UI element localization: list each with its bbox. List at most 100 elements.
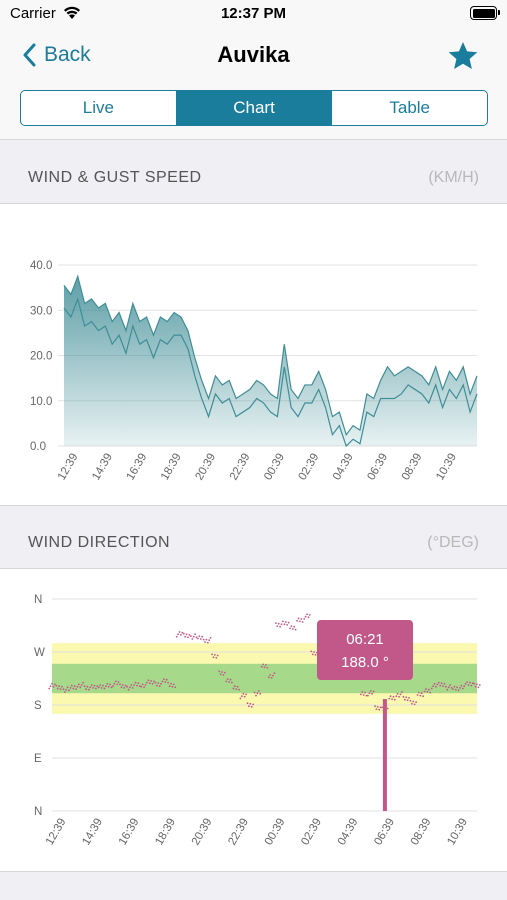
direction-point <box>262 663 264 666</box>
direction-point <box>182 632 185 635</box>
direction-point <box>243 695 246 698</box>
wind-direction-chart[interactable]: N W S E N 06:21 188.0 ° 12:39 14:39 16:39 18:39 20:… <box>0 568 507 872</box>
direction-point <box>442 685 444 688</box>
wind-series-line <box>63 296 478 448</box>
direction-point <box>399 693 402 696</box>
x-tick-label: 22:39 <box>226 817 251 848</box>
direction-point <box>381 706 383 709</box>
direction-point <box>443 682 446 685</box>
direction-point <box>272 674 274 677</box>
direction-point <box>393 698 396 701</box>
direction-point <box>425 688 427 690</box>
direction-point <box>365 694 368 697</box>
direction-point <box>78 683 80 686</box>
direction-point <box>430 687 433 690</box>
direction-point <box>106 682 109 685</box>
direction-point <box>121 684 124 686</box>
direction-point <box>294 628 297 631</box>
direction-point <box>233 685 236 688</box>
direction-point <box>181 631 184 634</box>
direction-point <box>422 695 424 698</box>
direction-point <box>127 688 130 691</box>
y-tick-label: W <box>34 647 45 659</box>
direction-point <box>157 682 160 685</box>
favorite-star-icon[interactable] <box>447 40 479 72</box>
direction-point <box>70 684 73 687</box>
direction-point <box>436 683 439 686</box>
direction-point <box>242 692 245 695</box>
status-time: 12:37 PM <box>220 5 287 22</box>
direction-point <box>406 699 409 702</box>
direction-point <box>137 682 140 685</box>
direction-point <box>51 682 53 685</box>
tab-live[interactable]: Live <box>21 91 177 125</box>
direction-point <box>150 680 153 682</box>
x-tick-label: 02:39 <box>299 817 324 848</box>
direction-point <box>75 688 77 690</box>
direction-point <box>222 674 225 676</box>
direction-point <box>80 684 83 686</box>
direction-point <box>245 693 248 696</box>
direction-point <box>69 687 72 689</box>
x-tick-label: 08:39 <box>400 452 425 483</box>
direction-point <box>123 687 126 689</box>
x-tick-label: 14:39 <box>90 452 115 483</box>
wind-speed-chart[interactable]: 0.0 10.0 20.0 30.0 40.0 12:39 14:39 16:39 18:39 2… <box>0 203 507 506</box>
direction-point <box>368 692 371 695</box>
direction-point <box>306 613 308 616</box>
direction-point <box>273 672 276 675</box>
x-tick-label: 00:39 <box>263 817 288 848</box>
view-mode-segmented-control: Live Chart Table <box>20 90 488 126</box>
tooltip-value: 188.0 ° <box>341 654 389 671</box>
direction-point <box>467 684 470 686</box>
y-tick-label: E <box>34 753 42 765</box>
direction-point <box>445 685 447 688</box>
direction-point <box>403 698 406 701</box>
direction-point <box>49 685 52 688</box>
direction-point <box>289 627 291 630</box>
direction-point <box>287 621 290 624</box>
direction-point <box>388 697 391 700</box>
tab-chart[interactable]: Chart <box>176 91 333 125</box>
direction-point <box>134 681 137 684</box>
direction-point <box>263 666 266 669</box>
back-button[interactable]: Back <box>22 40 91 70</box>
carrier-label: Carrier <box>10 5 56 22</box>
direction-point <box>376 705 379 708</box>
direction-point <box>405 696 408 699</box>
y-tick-label: 20.0 <box>30 351 52 363</box>
direction-point <box>276 625 279 627</box>
direction-point <box>99 684 102 686</box>
direction-point <box>291 628 294 630</box>
direction-point <box>239 697 242 700</box>
direction-point <box>228 681 231 683</box>
direction-point <box>391 698 393 700</box>
direction-point <box>259 692 262 695</box>
tab-table[interactable]: Table <box>389 98 430 117</box>
direction-point <box>214 654 216 656</box>
direction-point <box>364 691 366 694</box>
direction-point <box>151 682 154 685</box>
direction-point <box>282 620 284 623</box>
direction-point <box>52 685 55 688</box>
direction-point <box>256 692 259 695</box>
direction-point <box>369 690 372 692</box>
direction-point <box>252 703 255 706</box>
direction-point <box>190 635 192 637</box>
x-tick-label: 22:39 <box>228 452 253 483</box>
direction-point <box>161 680 164 683</box>
direction-point <box>286 624 288 626</box>
direction-point <box>165 678 168 681</box>
chevron-left-icon <box>23 43 36 67</box>
direction-point <box>416 694 419 696</box>
direction-point <box>154 681 157 684</box>
direction-point <box>180 634 182 636</box>
direction-point <box>211 653 214 656</box>
direction-point <box>371 692 373 695</box>
direction-point <box>433 682 436 685</box>
direction-point <box>457 689 460 692</box>
direction-point <box>255 694 257 697</box>
direction-point <box>119 683 121 686</box>
direction-point <box>280 623 283 626</box>
direction-point <box>82 681 84 684</box>
